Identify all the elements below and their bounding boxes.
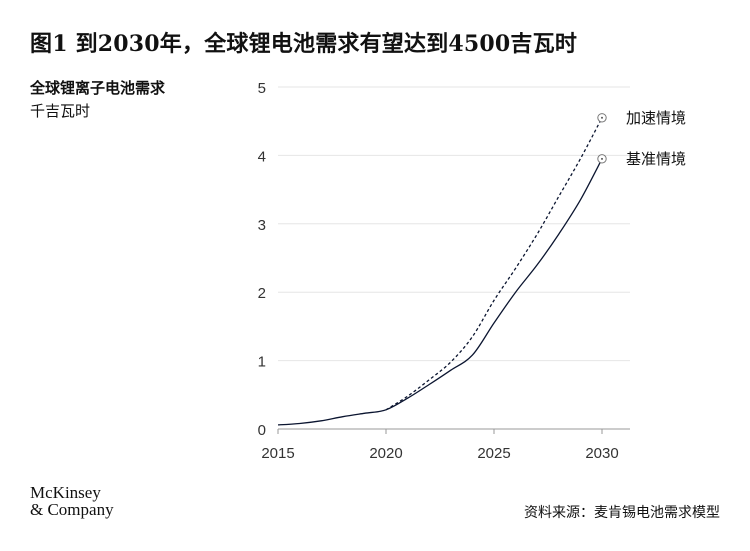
source-note: 资料来源：麦肯锡电池需求模型 xyxy=(524,505,720,521)
logo-line2: & Company xyxy=(30,500,114,519)
accelerated-scenario-line xyxy=(385,117,603,411)
y-tick-label: 3 xyxy=(258,217,266,234)
series-end-marker-dot xyxy=(601,116,603,119)
series-end-marker-dot xyxy=(601,157,603,160)
y-tick-label: 1 xyxy=(258,354,266,371)
logo-line1: McKinsey xyxy=(30,483,101,502)
y-axis-title: 全球锂离子电池需求 xyxy=(30,79,166,97)
grid xyxy=(277,86,630,434)
x-tick-label: 2015 xyxy=(261,445,294,462)
y-tick-label: 5 xyxy=(258,80,266,97)
series-label: 基准情境 xyxy=(626,150,686,168)
y-tick-label: 0 xyxy=(258,422,266,439)
page-title: 图1 到2030年，全球锂电池需求有望达到4500吉瓦时 xyxy=(30,31,578,57)
y-axis-unit: 千吉瓦时 xyxy=(30,102,91,120)
mckinsey-logo: McKinsey & Company xyxy=(30,484,114,518)
x-tick-label: 2030 xyxy=(585,445,618,462)
base-scenario-line xyxy=(277,158,603,426)
tick-labels: 0 1 2 3 4 5 2015 2020 2025 2030 xyxy=(258,80,619,462)
series-end-markers xyxy=(597,113,607,164)
y-tick-label: 2 xyxy=(258,285,266,302)
x-tick-label: 2025 xyxy=(477,445,510,462)
y-tick-label: 4 xyxy=(258,148,266,165)
series-lines xyxy=(277,117,603,426)
series-label: 加速情境 xyxy=(626,109,686,127)
x-tick-label: 2020 xyxy=(369,445,402,462)
